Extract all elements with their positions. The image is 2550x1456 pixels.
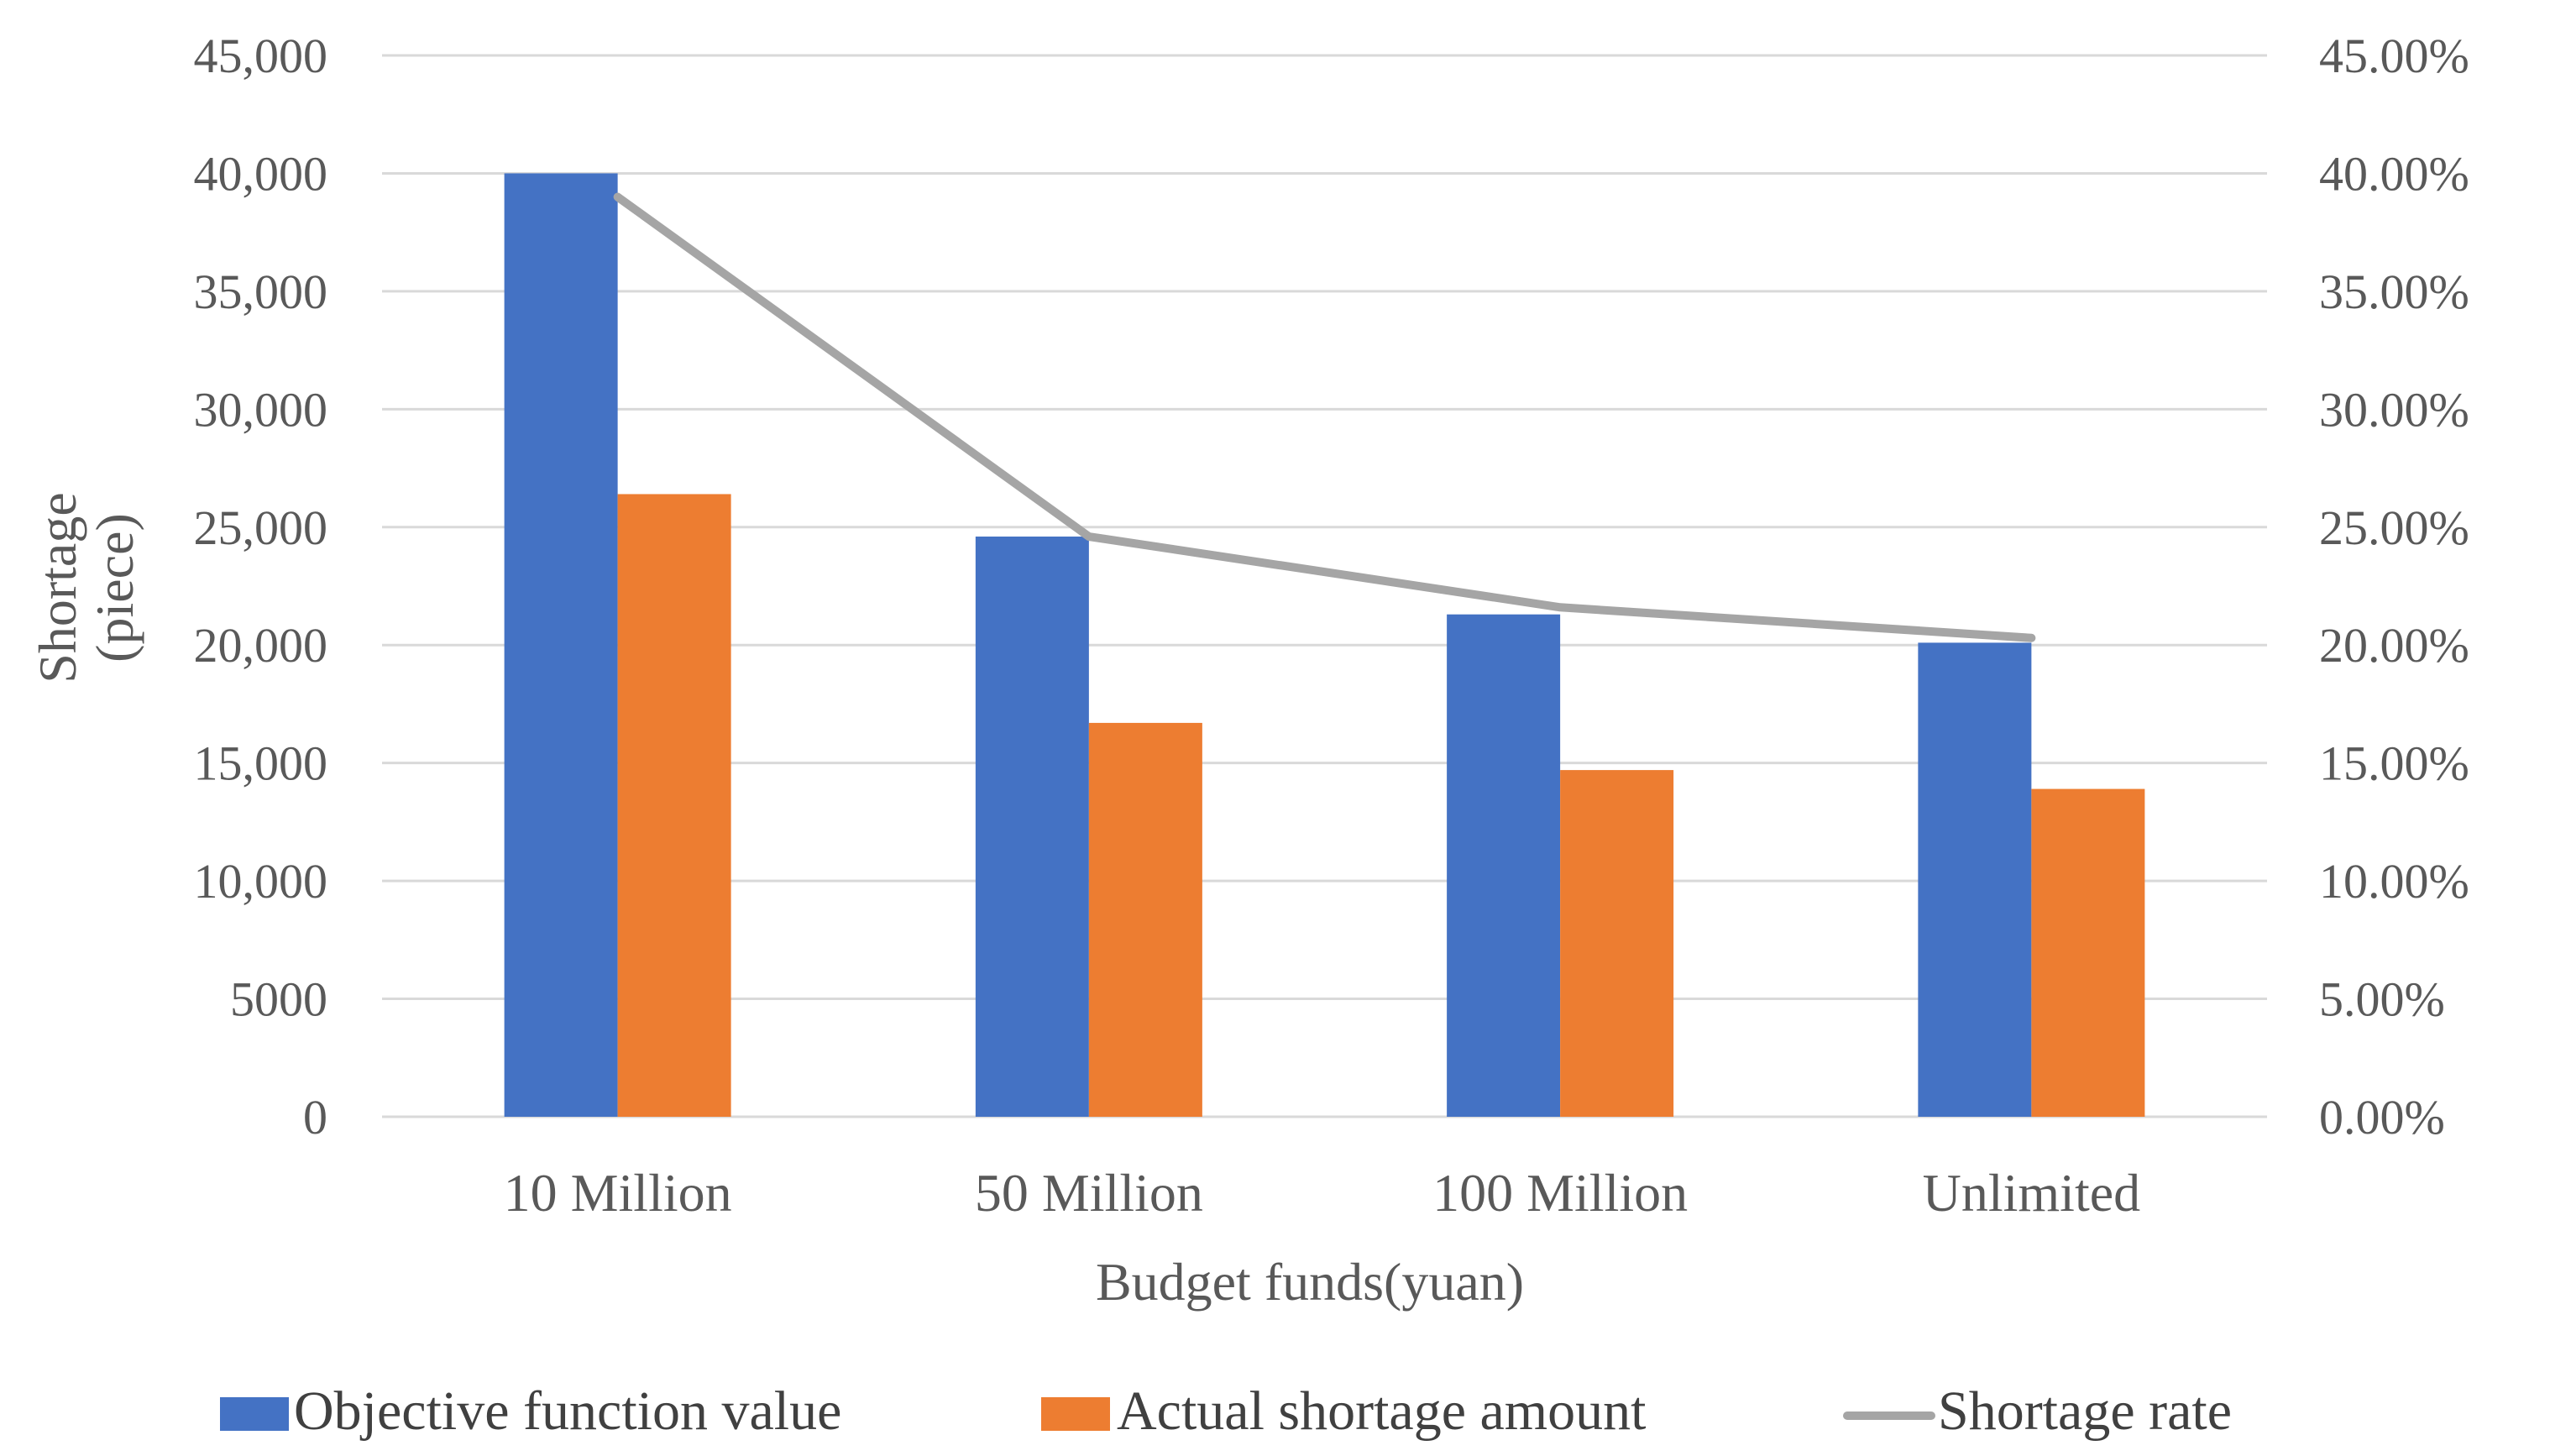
y2-tick-label: 25.00%	[2319, 500, 2469, 555]
y2-tick-label: 35.00%	[2319, 264, 2469, 319]
legend: Objective function value Actual shortage…	[220, 1380, 2232, 1442]
bar-actual-shortage-amount	[2031, 788, 2145, 1117]
bar-objective-function-value	[504, 173, 618, 1117]
y2-tick-label: 30.00%	[2319, 382, 2469, 437]
y-tick-label: 0	[303, 1090, 327, 1144]
x-category-label: Unlimited	[1923, 1163, 2141, 1223]
legend-label-actual: Actual shortage amount	[1117, 1380, 1646, 1442]
right-axis-ticks: 0.00% 5.00% 10.00% 15.00% 20.00% 25.00% 30.00%…	[2319, 29, 2469, 1144]
y-tick-label: 40,000	[194, 146, 328, 201]
y-tick-label: 35,000	[194, 264, 328, 319]
legend-swatch-actual	[1041, 1397, 1110, 1431]
legend-label-objective: Objective function value	[294, 1380, 841, 1442]
y2-tick-label: 45.00%	[2319, 29, 2469, 83]
y2-tick-label: 0.00%	[2319, 1090, 2445, 1144]
bars	[504, 173, 2145, 1117]
x-category-label: 100 Million	[1432, 1163, 1688, 1223]
y-axis-title-line2: (piece)	[85, 513, 144, 663]
y-tick-label: 25,000	[194, 500, 328, 555]
y-tick-label: 10,000	[194, 854, 328, 909]
bar-objective-function-value	[975, 537, 1089, 1117]
y-axis-title-line1: Shortage	[28, 492, 87, 683]
y2-tick-label: 5.00%	[2319, 972, 2445, 1027]
y-axis-title: Shortage (piece)	[28, 492, 144, 683]
bar-objective-function-value	[1918, 642, 2032, 1117]
x-category-label: 50 Million	[975, 1163, 1203, 1223]
y-tick-label: 15,000	[194, 736, 328, 791]
category-axis: 10 Million 50 Million 100 Million Unlimited	[504, 1163, 2141, 1223]
shortage-rate-line	[613, 192, 2036, 642]
y2-tick-label: 10.00%	[2319, 854, 2469, 909]
y-tick-label: 30,000	[194, 382, 328, 437]
y-tick-label: 5000	[230, 972, 327, 1027]
y2-tick-label: 15.00%	[2319, 736, 2469, 791]
y-tick-label: 45,000	[194, 29, 328, 83]
y2-tick-label: 20.00%	[2319, 618, 2469, 673]
legend-swatch-objective	[220, 1397, 289, 1431]
bar-actual-shortage-amount	[617, 494, 731, 1117]
bar-objective-function-value	[1447, 614, 1561, 1117]
left-axis-ticks: 0 5000 10,000 15,000 20,000 25,000 30,000 35,00…	[194, 29, 328, 1144]
x-category-label: 10 Million	[504, 1163, 732, 1223]
legend-label-shortage-rate: Shortage rate	[1938, 1380, 2232, 1442]
y-tick-label: 20,000	[194, 618, 328, 673]
bar-actual-shortage-amount	[1560, 770, 1674, 1117]
shortage-rate-line-group	[613, 192, 2036, 642]
x-axis-title: Budget funds(yuan)	[1096, 1252, 1524, 1312]
y2-tick-label: 40.00%	[2319, 146, 2469, 201]
bar-actual-shortage-amount	[1088, 722, 1202, 1117]
